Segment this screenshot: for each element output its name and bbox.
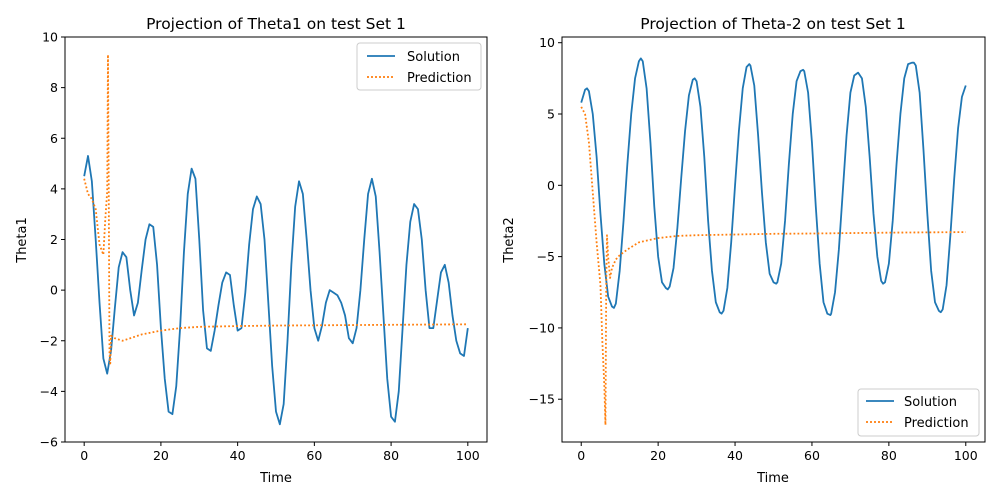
y-tick-label: −6 <box>40 435 58 450</box>
legend: Solution Prediction <box>857 388 980 437</box>
y-tick-label: 0 <box>547 178 555 193</box>
series-line-prediction <box>580 106 966 426</box>
y-tick-label: 6 <box>50 131 58 146</box>
legend-solution-label: Solution <box>904 395 957 410</box>
x-tick-label: 20 <box>650 448 666 463</box>
y-tick-label: 10 <box>539 35 555 50</box>
theta2-chart: Projection of Theta-2 on test Set 1 0 20 4… <box>502 15 986 486</box>
x-tick-label: 80 <box>881 448 897 463</box>
series-line-solution <box>83 155 469 426</box>
x-tick-label: 40 <box>230 448 246 463</box>
y-tick-label: 4 <box>50 181 58 196</box>
plot-area <box>83 53 469 426</box>
legend: Solution Prediction <box>356 42 482 91</box>
y-tick-label: 0 <box>50 283 58 298</box>
legend-solution-label: Solution <box>407 50 460 65</box>
x-tick-label: 60 <box>804 448 820 463</box>
x-tick-label: 100 <box>954 448 978 463</box>
plot-area <box>580 57 967 426</box>
legend-box <box>356 42 482 91</box>
y-tick-label: −2 <box>40 333 58 348</box>
y-axis-label: Theta1 <box>15 217 30 264</box>
y-tick-label: −5 <box>537 249 555 264</box>
x-tick-label: 80 <box>383 448 399 463</box>
x-tick-label: 100 <box>456 448 480 463</box>
y-tick-label: 5 <box>547 107 555 122</box>
series-line-solution <box>580 57 967 316</box>
legend-prediction-label: Prediction <box>407 71 472 86</box>
y-tick-label: 2 <box>50 232 58 247</box>
x-tick-label: 60 <box>306 448 322 463</box>
y-tick-label: 8 <box>50 80 58 95</box>
x-tick-label: 0 <box>80 448 88 463</box>
y-axis-label: Theta2 <box>502 217 517 264</box>
legend-prediction-label: Prediction <box>904 416 969 431</box>
y-tick-label: −10 <box>529 320 555 335</box>
axis-ticks: 0 20 40 60 80 100 −15 −10 −5 0 5 10 <box>529 35 978 463</box>
x-tick-label: 0 <box>577 448 585 463</box>
y-tick-label: −4 <box>40 384 58 399</box>
axis-ticks: 0 20 40 60 80 100 −6 −4 −2 0 2 4 6 8 10 <box>40 30 480 464</box>
theta1-chart: Projection of Theta1 on test Set 1 0 20 40… <box>15 15 488 486</box>
x-axis-label: Time <box>259 471 292 486</box>
x-tick-label: 20 <box>153 448 169 463</box>
chart-title: Projection of Theta-2 on test Set 1 <box>640 15 905 33</box>
y-tick-label: −15 <box>529 392 555 407</box>
x-axis-label: Time <box>756 471 789 486</box>
chart-title: Projection of Theta1 on test Set 1 <box>146 15 406 33</box>
y-tick-label: 10 <box>42 30 58 45</box>
axes-frame <box>561 36 986 443</box>
x-tick-label: 40 <box>727 448 743 463</box>
